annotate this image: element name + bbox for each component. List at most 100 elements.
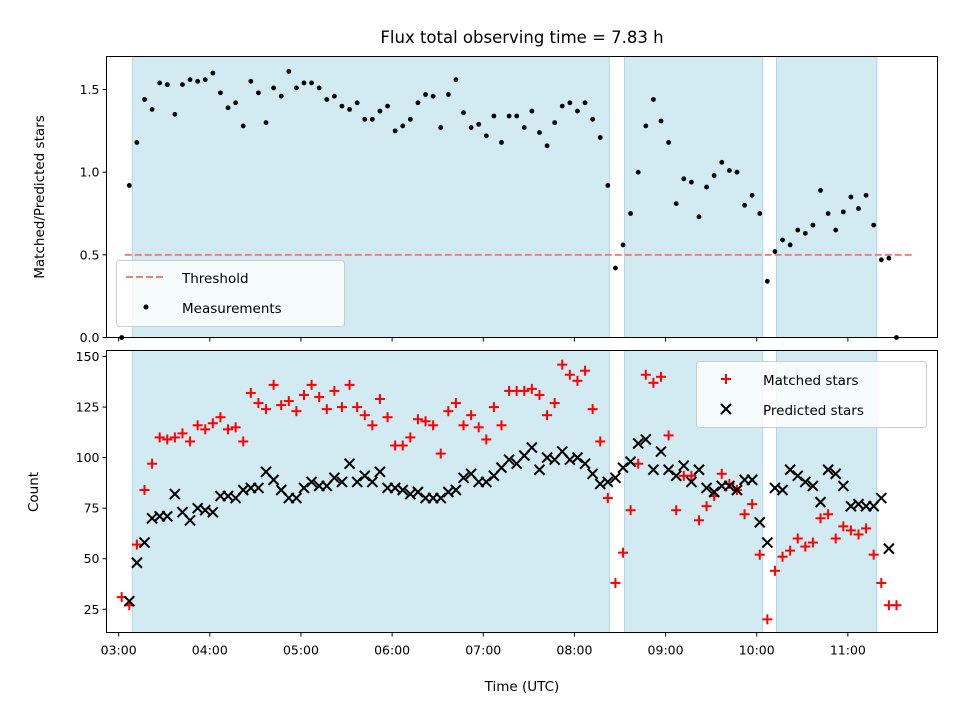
matched-star-point [785, 545, 796, 556]
measurement-point [301, 80, 307, 86]
bottom-panel-x-ticks: 03:00 04:00 05:00 06:00 07:00 08:00 09:00 10:00… [101, 632, 866, 658]
measurement-point [347, 106, 352, 112]
predicted-star-point [359, 470, 371, 482]
y-tick-label: 150 [76, 349, 100, 364]
measurement-point [643, 123, 649, 129]
matched-star-point [192, 420, 203, 431]
matched-star-point [633, 458, 644, 469]
measurement-point [863, 192, 869, 198]
predicted-star-point [814, 496, 827, 508]
matched-star-point [268, 379, 279, 390]
matched-star-point [845, 525, 856, 536]
measurement-point [544, 143, 550, 149]
matched-star-point [686, 470, 697, 481]
measurement-point [780, 237, 785, 243]
matched-star-point [458, 420, 469, 431]
matched-star-point [663, 430, 674, 441]
measurement-point [180, 82, 185, 87]
predicted-star-point [366, 476, 379, 488]
predicted-star-point [761, 536, 774, 549]
threshold-legend-label: Threshold [181, 271, 249, 287]
matched-star-point [823, 509, 834, 520]
matched-star-point [238, 436, 249, 447]
measurement-point [293, 85, 299, 91]
x-tick-label: 10:00 [739, 643, 775, 658]
predicted-star-point [830, 468, 842, 480]
measurement-point [521, 125, 527, 130]
measurement-point [499, 140, 504, 145]
matched-star-point [769, 565, 780, 576]
measurement-point [552, 120, 558, 126]
measurement-point [871, 222, 877, 228]
matched-star-point [754, 549, 765, 560]
predicted-star-point [435, 492, 447, 504]
matched-star-point [716, 468, 727, 479]
measurement-point [825, 211, 831, 216]
matched-star-point [739, 509, 750, 520]
measurement-point [719, 159, 725, 165]
x-axis-label: Time (UTC) [484, 679, 560, 695]
measurement-point [172, 111, 178, 117]
measurement-point [704, 184, 709, 190]
measurement-point [537, 130, 542, 135]
matched-star-point [640, 369, 651, 380]
measurement-point [688, 179, 694, 185]
predicted-star-point [526, 441, 538, 454]
x-tick-label: 04:00 [192, 643, 228, 658]
matched-star-point [306, 379, 317, 390]
predicted-star-point [123, 595, 135, 607]
matched-star-point [200, 424, 211, 435]
predicted-star-point [883, 542, 895, 555]
measurements-legend-label: Measurements [182, 301, 282, 317]
matched-star-point [549, 398, 560, 409]
measurement-point [658, 118, 664, 124]
matched-star-point [352, 402, 363, 413]
measurement-point [620, 242, 626, 248]
predicted-star-point [412, 486, 424, 498]
matched-star-point [496, 420, 507, 431]
measurement-point [787, 242, 793, 248]
x-tick-label: 03:00 [101, 643, 137, 658]
x-tick-label: 07:00 [465, 643, 501, 658]
predicted-star-point [754, 516, 766, 529]
matched-star-point [261, 404, 272, 415]
measurement-point [286, 68, 292, 74]
measurement-point [210, 70, 216, 76]
measurement-point [666, 140, 672, 145]
matched-star-point [542, 410, 553, 421]
y-tick-label: 1.5 [80, 82, 100, 97]
measurement-point [483, 133, 489, 139]
matched-stars-points [116, 359, 902, 625]
measurement-point [696, 214, 702, 220]
matched-star-point [450, 398, 461, 409]
predicted-stars-legend-swatch [720, 403, 732, 415]
measurement-point [597, 135, 603, 140]
matched-star-point [276, 400, 287, 411]
measurement-point [651, 97, 656, 102]
measurement-point [726, 168, 732, 173]
y-tick-label: 1.0 [80, 165, 100, 180]
predicted-star-point [632, 437, 644, 450]
predicted-star-point [792, 470, 804, 482]
measurement-point [506, 113, 512, 119]
predicted-star-point [290, 492, 303, 504]
predicted-star-point [397, 484, 409, 496]
predicted-star-point [533, 464, 546, 476]
matched-star-point [230, 422, 241, 433]
matched-star-point [671, 505, 682, 516]
predicted-star-point [807, 480, 819, 492]
predicted-star-point [708, 486, 720, 498]
measurement-point [711, 173, 717, 178]
top-panel-measurements [119, 68, 899, 340]
matched-star-point [838, 521, 849, 532]
measurement-point [635, 169, 641, 175]
predicted-star-point [693, 464, 705, 476]
matched-star-point [747, 499, 758, 510]
measurement-point [164, 82, 170, 87]
matched-star-point [481, 434, 492, 445]
predicted-star-point [662, 464, 675, 476]
matched-star-point [572, 375, 583, 386]
measurement-point [628, 211, 634, 216]
measurement-point [514, 113, 520, 119]
